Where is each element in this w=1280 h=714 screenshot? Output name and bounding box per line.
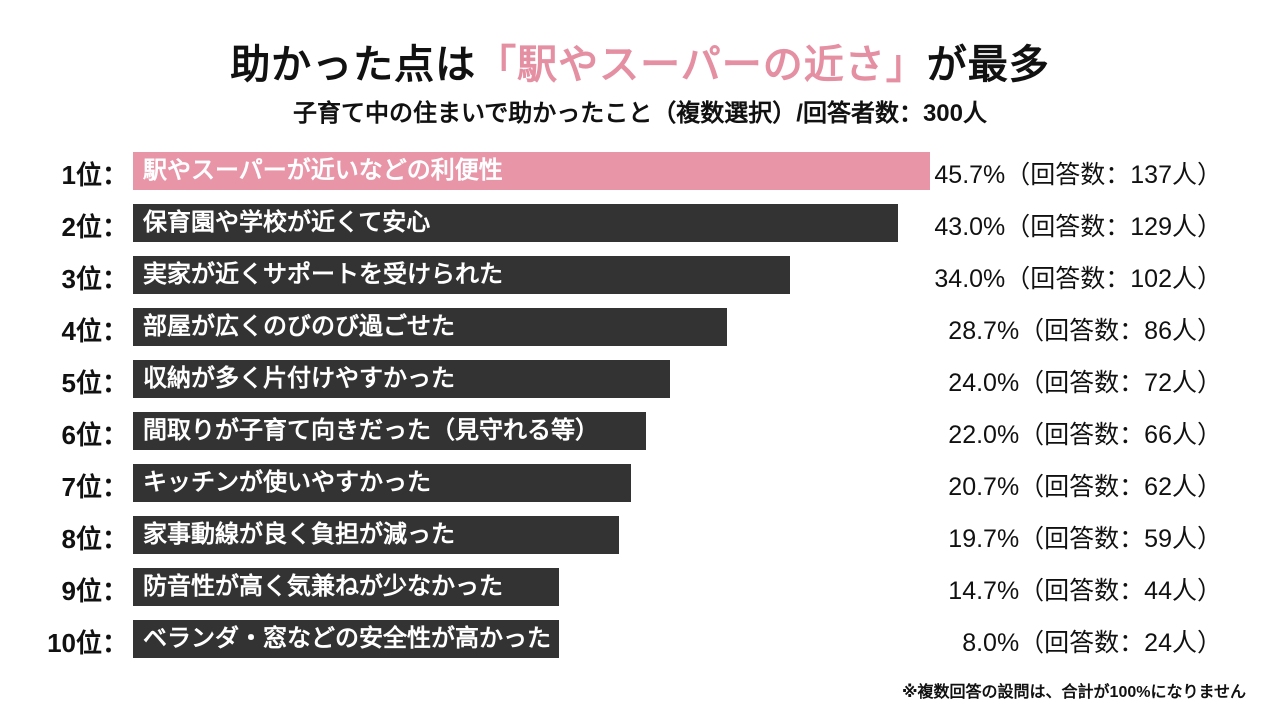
bar-label: 家事動線が良く負担が減った [143, 521, 455, 548]
rank-label: 7位： [61, 472, 128, 502]
rank-label: 5位： [61, 368, 128, 398]
bar-row: 2位： 保育園や学校が近くて安心 43.0%（回答数：129人） [0, 204, 1280, 242]
value-label: 28.7%（回答数：86人） [948, 317, 1222, 345]
bar-label: 保育園や学校が近くて安心 [143, 209, 431, 236]
bar: ベランダ・窓などの安全性が高かった [133, 620, 559, 658]
value-label: 8.0%（回答数：24人） [962, 629, 1222, 657]
bar: 駅やスーパーが近いなどの利便性 [133, 152, 930, 190]
bar-label: キッチンが使いやすかった [143, 469, 431, 496]
bar-label: 収納が多く片付けやすかった [143, 365, 455, 392]
value-label: 34.0%（回答数：102人） [934, 265, 1222, 293]
bar-label: 防音性が高く気兼ねが少なかった [143, 573, 503, 600]
rank-label: 8位： [61, 524, 128, 554]
value-label: 14.7%（回答数：44人） [948, 577, 1222, 605]
value-label: 43.0%（回答数：129人） [934, 213, 1222, 241]
bar-label: 駅やスーパーが近いなどの利便性 [143, 157, 503, 184]
bar-row: 9位： 防音性が高く気兼ねが少なかった 14.7%（回答数：44人） [0, 568, 1280, 606]
bar-label: 部屋が広くのびのび過ごせた [143, 313, 455, 340]
value-label: 45.7%（回答数：137人） [934, 161, 1222, 189]
rank-label: 1位： [61, 160, 128, 190]
bar: 部屋が広くのびのび過ごせた [133, 308, 727, 346]
bar: 実家が近くサポートを受けられた [133, 256, 790, 294]
chart-subtitle: 子育て中の住まいで助かったこと（複数選択）/回答者数：300人 [293, 100, 987, 127]
bar-row: 10位： ベランダ・窓などの安全性が高かった 8.0%（回答数：24人） [0, 620, 1280, 658]
footnote: ※複数回答の設問は、合計が100%になりません [902, 684, 1246, 701]
rank-label: 10位： [47, 628, 128, 658]
bar: 収納が多く片付けやすかった [133, 360, 671, 398]
bar-row: 1位： 駅やスーパーが近いなどの利便性 45.7%（回答数：137人） [0, 152, 1280, 190]
rank-label: 6位： [61, 420, 128, 450]
rank-label: 4位： [61, 316, 128, 346]
bar-row: 4位： 部屋が広くのびのび過ごせた 28.7%（回答数：86人） [0, 308, 1280, 346]
bar-row: 7位： キッチンが使いやすかった 20.7%（回答数：62人） [0, 464, 1280, 502]
bar-label: 実家が近くサポートを受けられた [143, 261, 503, 288]
bar-row: 6位： 間取りが子育て向きだった（見守れる等） 22.0%（回答数：66人） [0, 412, 1280, 450]
value-label: 20.7%（回答数：62人） [948, 473, 1222, 501]
bar-row: 5位： 収納が多く片付けやすかった 24.0%（回答数：72人） [0, 360, 1280, 398]
value-label: 19.7%（回答数：59人） [948, 525, 1222, 553]
chart-title: 助かった点は「駅やスーパーの近さ」が最多 [0, 32, 1280, 90]
value-label: 22.0%（回答数：66人） [948, 421, 1222, 449]
bar-label: ベランダ・窓などの安全性が高かった [143, 625, 551, 652]
bar: 防音性が高く気兼ねが少なかった [133, 568, 559, 606]
bar: 保育園や学校が近くて安心 [133, 204, 898, 242]
bar-row: 8位： 家事動線が良く負担が減った 19.7%（回答数：59人） [0, 516, 1280, 554]
bar: キッチンが使いやすかった [133, 464, 631, 502]
value-label: 24.0%（回答数：72人） [948, 369, 1222, 397]
bar: 家事動線が良く負担が減った [133, 516, 619, 554]
rank-label: 2位： [61, 212, 128, 242]
rank-label: 9位： [61, 576, 128, 606]
title-prefix: 助かった点は [230, 43, 477, 87]
title-highlight: 「駅やスーパーの近さ」 [476, 43, 927, 87]
bar: 間取りが子育て向きだった（見守れる等） [133, 412, 647, 450]
bar-label: 間取りが子育て向きだった（見守れる等） [143, 417, 599, 444]
bar-row: 3位： 実家が近くサポートを受けられた 34.0%（回答数：102人） [0, 256, 1280, 294]
title-suffix: が最多 [926, 43, 1050, 87]
rank-label: 3位： [61, 264, 128, 294]
